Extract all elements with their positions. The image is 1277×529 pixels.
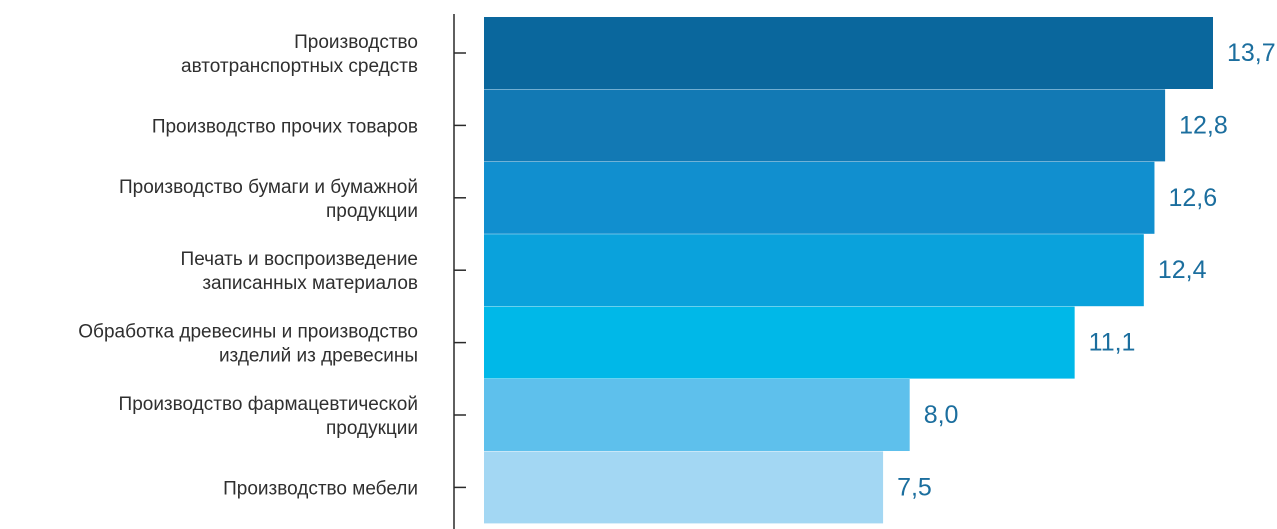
value-label-6: 7,5 [897, 473, 932, 501]
value-label-3: 12,4 [1158, 256, 1207, 284]
category-label-6: Производство мебели [223, 478, 418, 499]
bar-6 [484, 451, 884, 524]
value-label-2: 12,6 [1168, 184, 1217, 212]
bar-4 [484, 306, 1075, 379]
category-label-2: Производство бумаги и бумажной продукции [119, 177, 418, 222]
bars [484, 17, 1213, 524]
bar-0 [484, 17, 1213, 89]
value-label-4: 11,1 [1089, 329, 1136, 357]
category-label-1: Производство прочих товаров [152, 116, 418, 137]
category-labels: Производство автотранспортных средств Прои… [78, 32, 418, 499]
bar-5 [484, 379, 910, 451]
value-labels: 13,7 12,8 12,6 12,4 11,1 8,0 7,5 [897, 39, 1276, 501]
category-label-4: Обработка древесины и производство издели… [78, 322, 418, 367]
bar-3 [484, 234, 1144, 307]
value-label-0: 13,7 [1227, 39, 1276, 67]
value-label-1: 12,8 [1179, 111, 1228, 139]
axis-ticks [454, 52, 466, 489]
category-label-3: Печать и воспроизведение записанных матер… [181, 249, 418, 294]
category-label-5: Производство фармацевтической продукции [119, 394, 418, 439]
category-label-0: Производство автотранспортных средств [181, 32, 418, 77]
value-label-5: 8,0 [924, 401, 959, 429]
bar-2 [484, 161, 1155, 234]
bar-1 [484, 89, 1166, 162]
